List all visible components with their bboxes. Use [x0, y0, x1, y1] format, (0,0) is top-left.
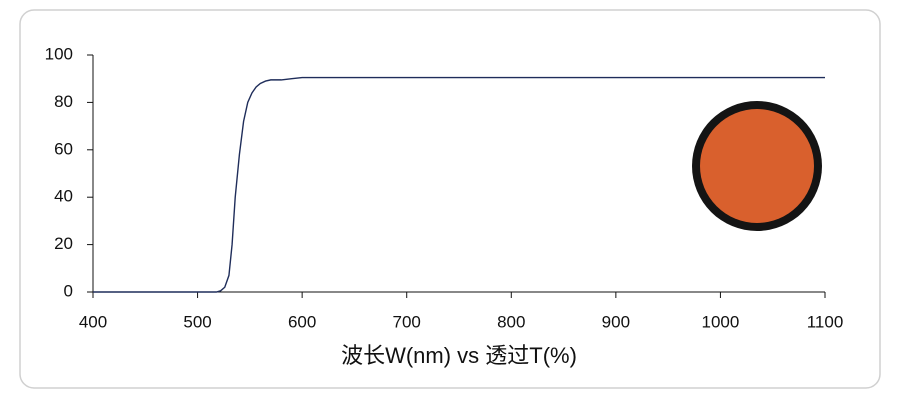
x-tick-label: 900: [602, 312, 630, 331]
x-tick-label: 400: [79, 312, 107, 331]
y-tick-label: 100: [45, 44, 73, 63]
x-tick-label: 1000: [702, 312, 740, 331]
y-tick-label: 40: [54, 187, 73, 206]
filter-icon: [692, 101, 822, 231]
x-tick-label: 700: [393, 312, 421, 331]
y-tick-label: 80: [54, 92, 73, 111]
y-tick-label: 20: [54, 234, 73, 253]
y-tick-label: 0: [64, 281, 73, 300]
y-tick-label: 60: [54, 139, 73, 158]
series-line: [93, 76, 825, 293]
x-tick-label: 800: [497, 312, 525, 331]
x-axis-label: 波长W(nm) vs 透过T(%): [341, 343, 577, 368]
panel: [19, 9, 881, 389]
x-tick-label: 600: [288, 312, 316, 331]
x-tick-label: 500: [183, 312, 211, 331]
x-tick-label: 1100: [807, 312, 844, 331]
